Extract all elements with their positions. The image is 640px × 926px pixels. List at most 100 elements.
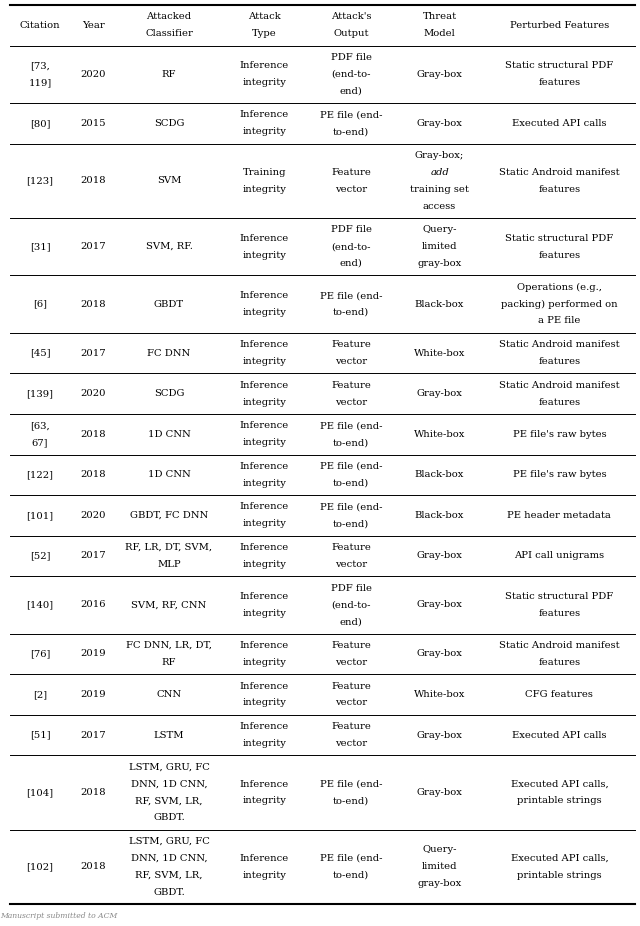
- Text: Classifier: Classifier: [145, 30, 193, 38]
- Text: SVM, RF.: SVM, RF.: [145, 242, 193, 251]
- Text: integrity: integrity: [243, 560, 286, 569]
- Text: vector: vector: [335, 739, 367, 748]
- Text: packing) performed on: packing) performed on: [501, 299, 618, 308]
- Text: 2020: 2020: [80, 511, 106, 519]
- Text: [2]: [2]: [33, 690, 47, 699]
- Text: integrity: integrity: [243, 479, 286, 488]
- Text: integrity: integrity: [243, 438, 286, 447]
- Text: a PE file: a PE file: [538, 317, 580, 325]
- Text: end): end): [340, 618, 362, 626]
- Text: FC DNN: FC DNN: [147, 348, 191, 357]
- Text: 2015: 2015: [80, 119, 106, 128]
- Text: [104]: [104]: [26, 788, 54, 797]
- Text: features: features: [538, 609, 580, 618]
- Text: integrity: integrity: [243, 78, 286, 87]
- Text: to-end): to-end): [333, 519, 369, 529]
- Text: access: access: [423, 202, 456, 210]
- Text: Gray-box: Gray-box: [417, 649, 463, 658]
- Text: to-end): to-end): [333, 438, 369, 447]
- Text: Operations (e.g.,: Operations (e.g.,: [517, 282, 602, 292]
- Text: integrity: integrity: [243, 739, 286, 748]
- Text: add: add: [430, 168, 449, 177]
- Text: [122]: [122]: [26, 470, 54, 480]
- Text: Static Android manifest: Static Android manifest: [499, 381, 620, 390]
- Text: White-box: White-box: [414, 430, 465, 439]
- Text: (end-to-: (end-to-: [332, 600, 371, 609]
- Text: 67]: 67]: [32, 438, 48, 447]
- Text: Feature: Feature: [331, 168, 371, 177]
- Text: Training: Training: [243, 168, 286, 177]
- Text: [6]: [6]: [33, 299, 47, 308]
- Text: Black-box: Black-box: [415, 511, 464, 519]
- Text: 2018: 2018: [80, 430, 106, 439]
- Text: vector: vector: [335, 397, 367, 407]
- Text: 2016: 2016: [80, 600, 106, 609]
- Text: Feature: Feature: [331, 641, 371, 650]
- Text: 119]: 119]: [28, 78, 52, 87]
- Text: Inference: Inference: [239, 722, 289, 732]
- Text: Manuscript submitted to ACM: Manuscript submitted to ACM: [0, 912, 117, 920]
- Text: Black-box: Black-box: [415, 470, 464, 480]
- Text: Static structural PDF: Static structural PDF: [506, 592, 614, 601]
- Text: PE file (end-: PE file (end-: [320, 503, 382, 511]
- Text: GBDT, FC DNN: GBDT, FC DNN: [130, 511, 208, 519]
- Text: 2018: 2018: [80, 176, 106, 185]
- Text: [140]: [140]: [26, 600, 54, 609]
- Text: features: features: [538, 397, 580, 407]
- Text: gray-box: gray-box: [417, 879, 461, 888]
- Text: CFG features: CFG features: [525, 690, 593, 699]
- Text: Gray-box: Gray-box: [417, 731, 463, 740]
- Text: Gray-box: Gray-box: [417, 389, 463, 398]
- Text: PE file's raw bytes: PE file's raw bytes: [513, 430, 606, 439]
- Text: LSTM, GRU, FC: LSTM, GRU, FC: [129, 837, 209, 846]
- Text: White-box: White-box: [414, 690, 465, 699]
- Text: Inference: Inference: [239, 543, 289, 552]
- Text: [45]: [45]: [29, 348, 51, 357]
- Text: RF, LR, DT, SVM,: RF, LR, DT, SVM,: [125, 543, 212, 552]
- Text: Inference: Inference: [239, 421, 289, 431]
- Text: integrity: integrity: [243, 698, 286, 707]
- Text: Year: Year: [82, 20, 104, 30]
- Text: to-end): to-end): [333, 796, 369, 806]
- Text: printable strings: printable strings: [517, 796, 602, 806]
- Text: CNN: CNN: [156, 690, 182, 699]
- Text: 2017: 2017: [80, 348, 106, 357]
- Text: PE file (end-: PE file (end-: [320, 110, 382, 119]
- Text: Inference: Inference: [239, 110, 289, 119]
- Text: SVM, RF, CNN: SVM, RF, CNN: [131, 600, 207, 609]
- Text: 2017: 2017: [80, 242, 106, 251]
- Text: vector: vector: [335, 560, 367, 569]
- Text: Feature: Feature: [331, 722, 371, 732]
- Text: limited: limited: [422, 242, 458, 251]
- Text: Feature: Feature: [331, 340, 371, 349]
- Text: Gray-box: Gray-box: [417, 119, 463, 128]
- Text: [73,: [73,: [30, 61, 50, 70]
- Text: integrity: integrity: [243, 609, 286, 618]
- Text: features: features: [538, 78, 580, 87]
- Text: Inference: Inference: [239, 462, 289, 470]
- Text: integrity: integrity: [243, 796, 286, 806]
- Text: Type: Type: [252, 30, 276, 38]
- Text: 2017: 2017: [80, 731, 106, 740]
- Text: Inference: Inference: [239, 503, 289, 511]
- Text: to-end): to-end): [333, 308, 369, 317]
- Text: Attacked: Attacked: [147, 12, 191, 21]
- Text: to-end): to-end): [333, 479, 369, 488]
- Text: features: features: [538, 657, 580, 667]
- Text: PDF file: PDF file: [331, 583, 372, 593]
- Text: Executed API calls,: Executed API calls,: [511, 780, 608, 789]
- Text: Inference: Inference: [239, 854, 289, 863]
- Text: GBDT.: GBDT.: [153, 813, 185, 822]
- Text: Output: Output: [333, 30, 369, 38]
- Text: DNN, 1D CNN,: DNN, 1D CNN,: [131, 854, 207, 863]
- Text: 2020: 2020: [80, 389, 106, 398]
- Text: [101]: [101]: [26, 511, 54, 519]
- Text: integrity: integrity: [243, 308, 286, 317]
- Text: Threat: Threat: [422, 12, 457, 21]
- Text: 2017: 2017: [80, 552, 106, 560]
- Text: Inference: Inference: [239, 682, 289, 691]
- Text: integrity: integrity: [243, 251, 286, 259]
- Text: features: features: [538, 251, 580, 259]
- Text: end): end): [340, 259, 362, 268]
- Text: White-box: White-box: [414, 348, 465, 357]
